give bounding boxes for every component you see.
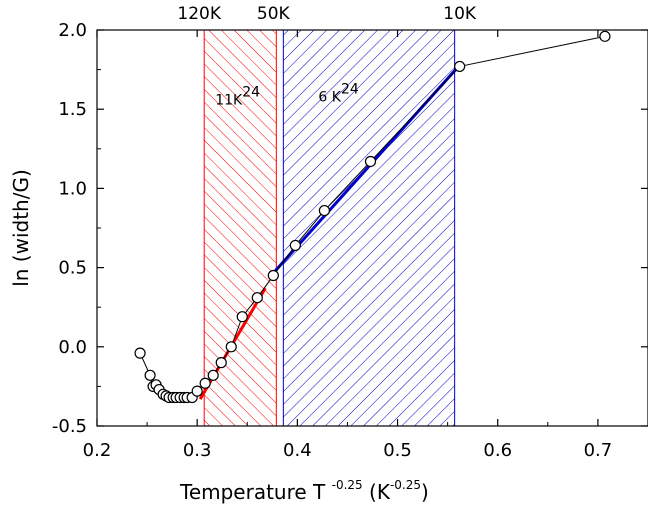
annotations: 11K24 6 K24 xyxy=(215,82,359,109)
x-tick-label: 0.7 xyxy=(584,440,613,461)
shaded-regions xyxy=(203,29,456,427)
data-point xyxy=(199,377,211,389)
data-point xyxy=(267,269,279,282)
svg-text:6 K24: 6 K24 xyxy=(318,82,358,106)
data-point xyxy=(454,60,466,73)
data-point xyxy=(215,357,227,369)
shaded-region-0 xyxy=(203,29,277,427)
top-axis-label: 50K xyxy=(257,4,291,24)
y-tick-label: -0.5 xyxy=(52,416,87,437)
data-point xyxy=(134,347,146,359)
top-axis-label: 120K xyxy=(177,4,221,24)
x-tick-label: 0.5 xyxy=(383,440,412,461)
y-tick-label: 2.0 xyxy=(58,20,87,41)
data-point xyxy=(599,30,611,42)
data-point xyxy=(364,155,377,168)
data-point xyxy=(251,292,263,304)
data-point xyxy=(318,204,331,217)
data-point xyxy=(191,385,203,397)
axis-labels: 0.2 0.3 0.4 0.5 0.6 0.7 -0.5 0.0 0.5 1.0 1.5 2.0 120… xyxy=(9,4,612,504)
plot-frame xyxy=(96,29,648,427)
data-series xyxy=(134,30,611,404)
data-point xyxy=(225,341,237,353)
x-axis-title: Temperature T -0.25 (K-0.25) xyxy=(179,478,429,504)
top-axis-label: 10K xyxy=(443,4,477,24)
svg-text:11K24: 11K24 xyxy=(215,85,260,109)
y-tick-label: 1.5 xyxy=(58,99,87,120)
x-tick-label: 0.2 xyxy=(83,440,112,461)
y-tick-label: 1.0 xyxy=(58,178,87,199)
x-tick-label: 0.4 xyxy=(283,440,312,461)
data-point xyxy=(236,311,248,323)
data-point xyxy=(289,239,301,252)
x-tick-label: 0.3 xyxy=(183,440,212,461)
y-tick-label: 0.0 xyxy=(58,337,87,358)
axis-ticks xyxy=(96,29,648,427)
x-tick-label: 0.6 xyxy=(483,440,512,461)
y-tick-label: 0.5 xyxy=(58,258,87,279)
shaded-region-1 xyxy=(282,29,456,427)
data-point xyxy=(144,369,156,381)
y-axis-title: ln (width/G) xyxy=(9,169,33,287)
data-point xyxy=(207,369,219,381)
